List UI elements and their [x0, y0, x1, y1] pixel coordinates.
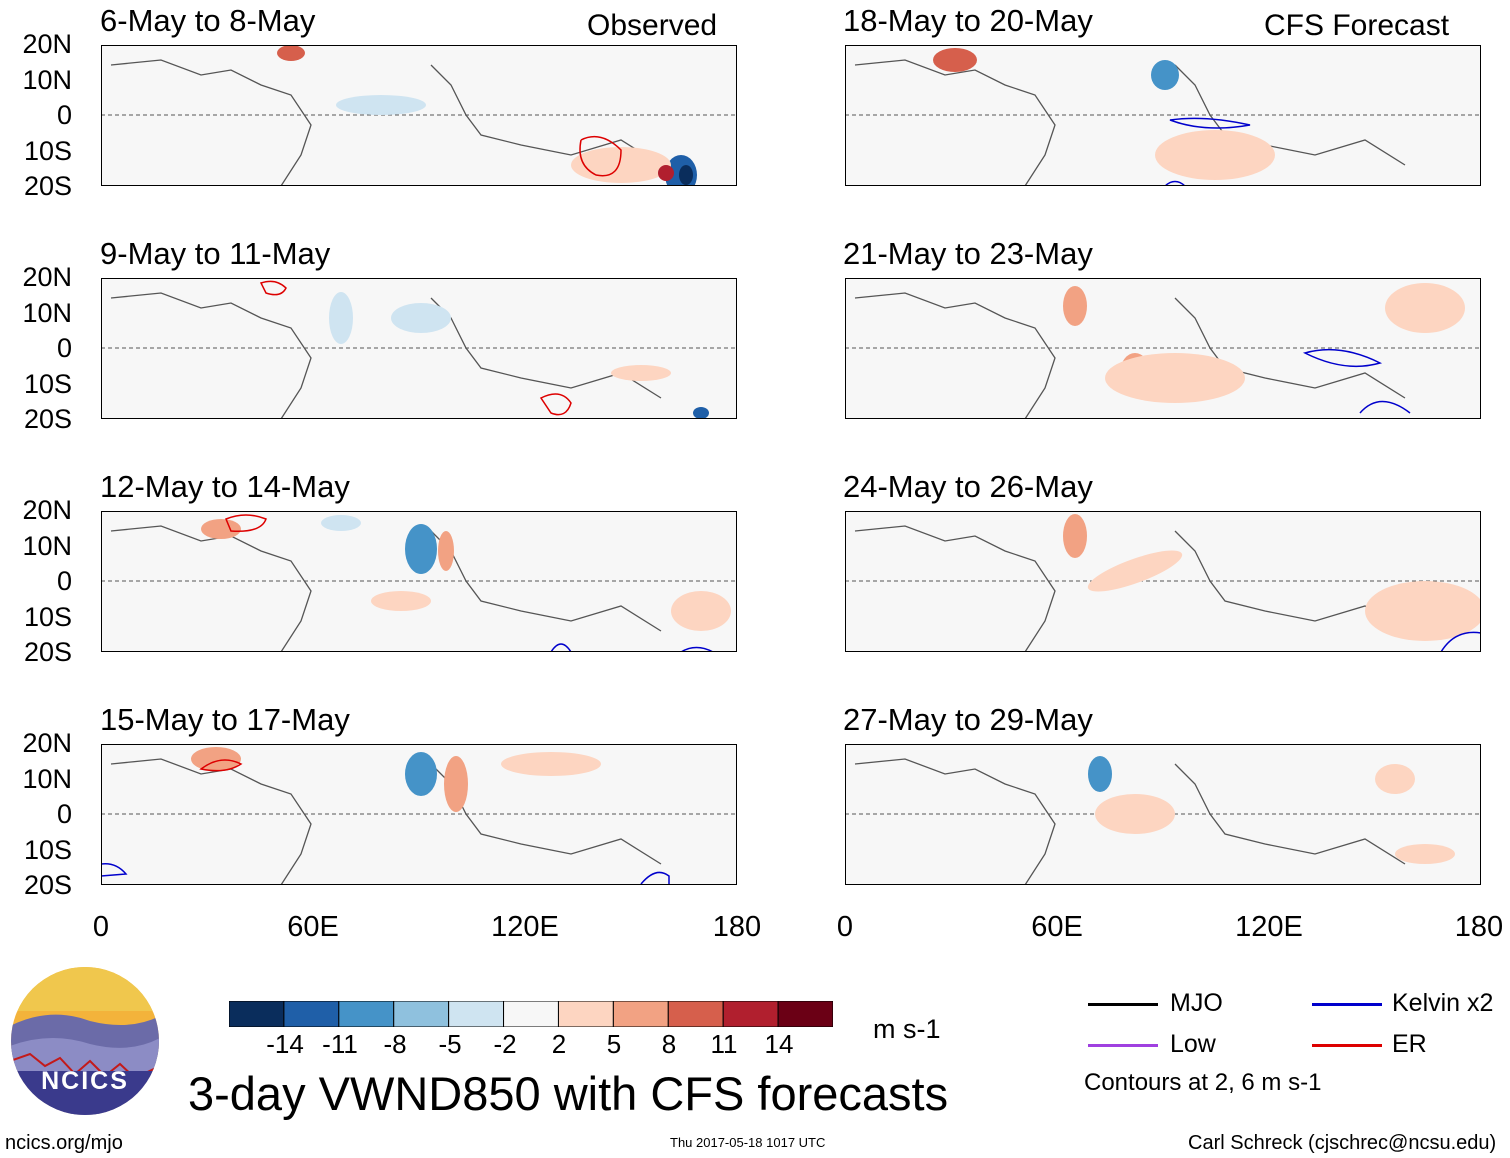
legend-label-kelvin: Kelvin x2	[1392, 989, 1494, 1017]
lat-label: 20S	[23, 637, 72, 667]
colorbar-swatch	[612, 1000, 669, 1028]
colorbar-swatch	[448, 1000, 505, 1028]
lat-label: 10N	[22, 764, 72, 794]
panel-title-8: 27-May to 29-May	[843, 702, 1093, 737]
map-panel-6	[845, 278, 1481, 419]
lat-label: 10S	[23, 136, 72, 166]
lat-label: 20N	[22, 495, 72, 525]
colorbar-tick: 2	[551, 1029, 567, 1059]
lat-label: 10S	[23, 835, 72, 865]
logo-text: NCICS	[41, 1067, 129, 1095]
map-panel-3	[101, 511, 737, 652]
lon-label: 0	[92, 911, 110, 943]
legend-label-low: Low	[1170, 1030, 1216, 1058]
ncics-logo	[10, 966, 160, 1116]
colorbar-tick: 11	[710, 1029, 738, 1059]
colorbar-tick: -5	[438, 1029, 462, 1059]
colorbar-swatch	[777, 1000, 834, 1028]
lat-label: 10N	[22, 65, 72, 95]
legend-label-er: ER	[1392, 1030, 1427, 1058]
lon-label: 180	[1454, 911, 1504, 943]
colorbar-swatch	[557, 1000, 614, 1028]
lat-label: 10N	[22, 298, 72, 328]
colorbar-swatch	[283, 1000, 340, 1028]
panel-title-6: 21-May to 23-May	[843, 236, 1093, 271]
colorbar-swatch	[393, 1000, 450, 1028]
legend-line-er	[1312, 1044, 1382, 1047]
lat-label: 20N	[22, 728, 72, 758]
observed-label: Observed	[587, 9, 718, 42]
lon-label: 0	[836, 911, 854, 943]
lon-label: 120E	[1235, 911, 1303, 943]
colorbar-swatch	[722, 1000, 779, 1028]
lat-label: 20N	[22, 29, 72, 59]
panel-title-1: 6-May to 8-May	[100, 3, 316, 38]
lat-label: 10S	[23, 369, 72, 399]
colorbar-swatch	[667, 1000, 724, 1028]
legend-line-mjo	[1088, 1003, 1158, 1006]
panel-title-7: 24-May to 26-May	[843, 469, 1093, 504]
units-label: m s-1	[873, 1014, 941, 1044]
panel-title-3: 12-May to 14-May	[100, 469, 350, 504]
panel-title-2: 9-May to 11-May	[100, 236, 331, 271]
colorbar	[228, 1000, 834, 1028]
lon-label: 180	[712, 911, 762, 943]
map-panel-5	[845, 45, 1481, 186]
lat-label: 20S	[23, 171, 72, 201]
lon-label: 120E	[491, 911, 559, 943]
lat-label: 10N	[22, 531, 72, 561]
map-panel-8	[845, 744, 1481, 885]
lon-label: 60E	[1031, 911, 1083, 943]
colorbar-swatch	[338, 1000, 395, 1028]
main-title: 3-day VWND850 with CFS forecasts	[188, 1067, 949, 1120]
map-panel-1	[101, 45, 737, 186]
colorbar-tick: 8	[661, 1029, 677, 1059]
colorbar-tick: -2	[493, 1029, 517, 1059]
contours-note: Contours at 2, 6 m s-1	[1084, 1069, 1322, 1096]
legend-label-mjo: MJO	[1170, 989, 1223, 1017]
panel-title-4: 15-May to 17-May	[100, 702, 350, 737]
lat-label: 0	[56, 100, 72, 130]
map-panel-4	[101, 744, 737, 885]
colorbar-tick: -11	[322, 1029, 358, 1059]
lat-label: 20S	[23, 870, 72, 900]
panel-title-5: 18-May to 20-May	[843, 3, 1093, 38]
lat-label: 20S	[23, 404, 72, 434]
legend-line-kelvin	[1312, 1003, 1382, 1006]
colorbar-swatch	[503, 1000, 559, 1028]
site-link[interactable]: ncics.org/mjo	[5, 1132, 123, 1154]
author-credit: Carl Schreck (cjschrec@ncsu.edu)	[1188, 1132, 1497, 1154]
legend-line-low	[1088, 1044, 1158, 1047]
lat-label: 0	[56, 799, 72, 829]
forecast-label: CFS Forecast	[1264, 9, 1450, 42]
colorbar-tick: 5	[606, 1029, 622, 1059]
timestamp: Thu 2017-05-18 1017 UTC	[670, 1135, 826, 1150]
map-panel-7	[845, 511, 1481, 652]
colorbar-tick: -8	[383, 1029, 407, 1059]
colorbar-tick: -14	[266, 1029, 304, 1059]
map-panel-2	[101, 278, 737, 419]
colorbar-swatch	[228, 1000, 285, 1028]
lat-label: 0	[56, 566, 72, 596]
colorbar-tick: 14	[764, 1029, 794, 1059]
lat-label: 0	[56, 333, 72, 363]
lat-label: 20N	[22, 262, 72, 292]
lat-label: 10S	[23, 602, 72, 632]
lon-label: 60E	[287, 911, 339, 943]
